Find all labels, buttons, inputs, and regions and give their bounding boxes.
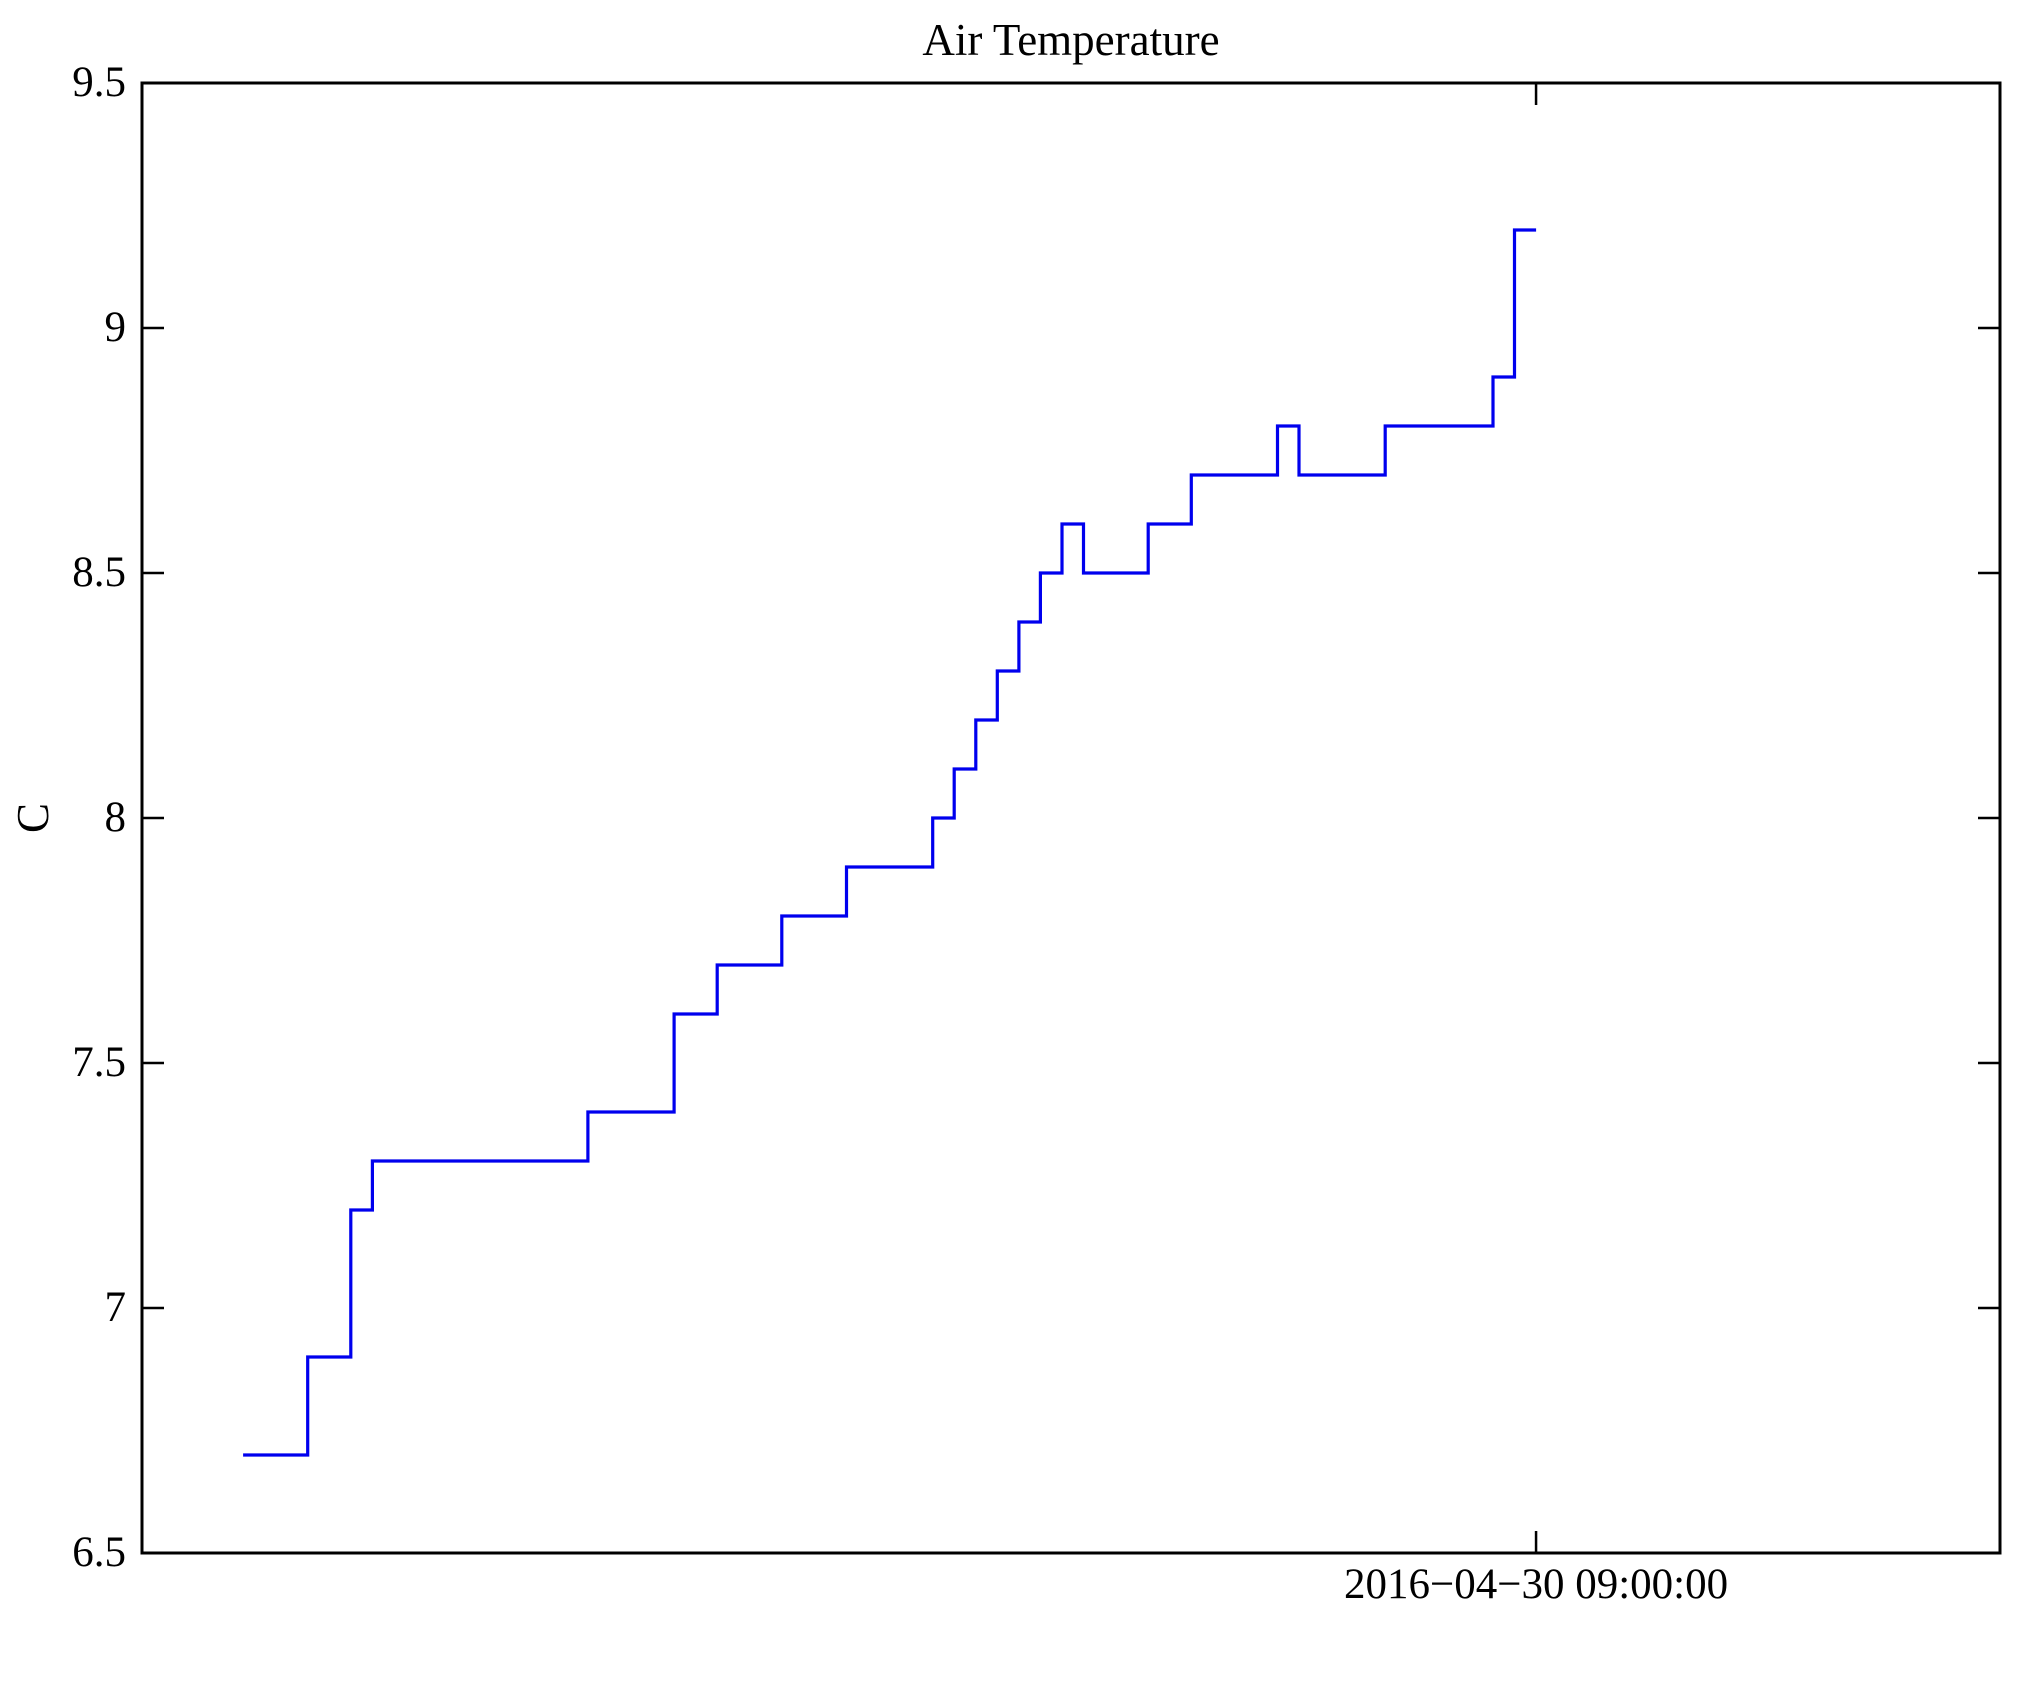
y-tick-label: 6.5	[72, 1529, 126, 1576]
y-tick-label: 8	[104, 794, 127, 841]
x-tick-label: 2016−04−30 09:00:00	[1343, 1561, 1729, 1608]
y-tick-label: 9.5	[72, 59, 126, 106]
y-tick-label: 8.5	[72, 549, 126, 596]
y-tick-label: 7	[104, 1284, 127, 1331]
temperature-step-line	[243, 228, 1537, 1457]
chart-title: Air Temperature	[922, 15, 1220, 65]
y-tick-label: 9	[104, 304, 127, 351]
y-tick-label: 7.5	[72, 1039, 126, 1086]
plot-box	[140, 81, 2002, 1555]
